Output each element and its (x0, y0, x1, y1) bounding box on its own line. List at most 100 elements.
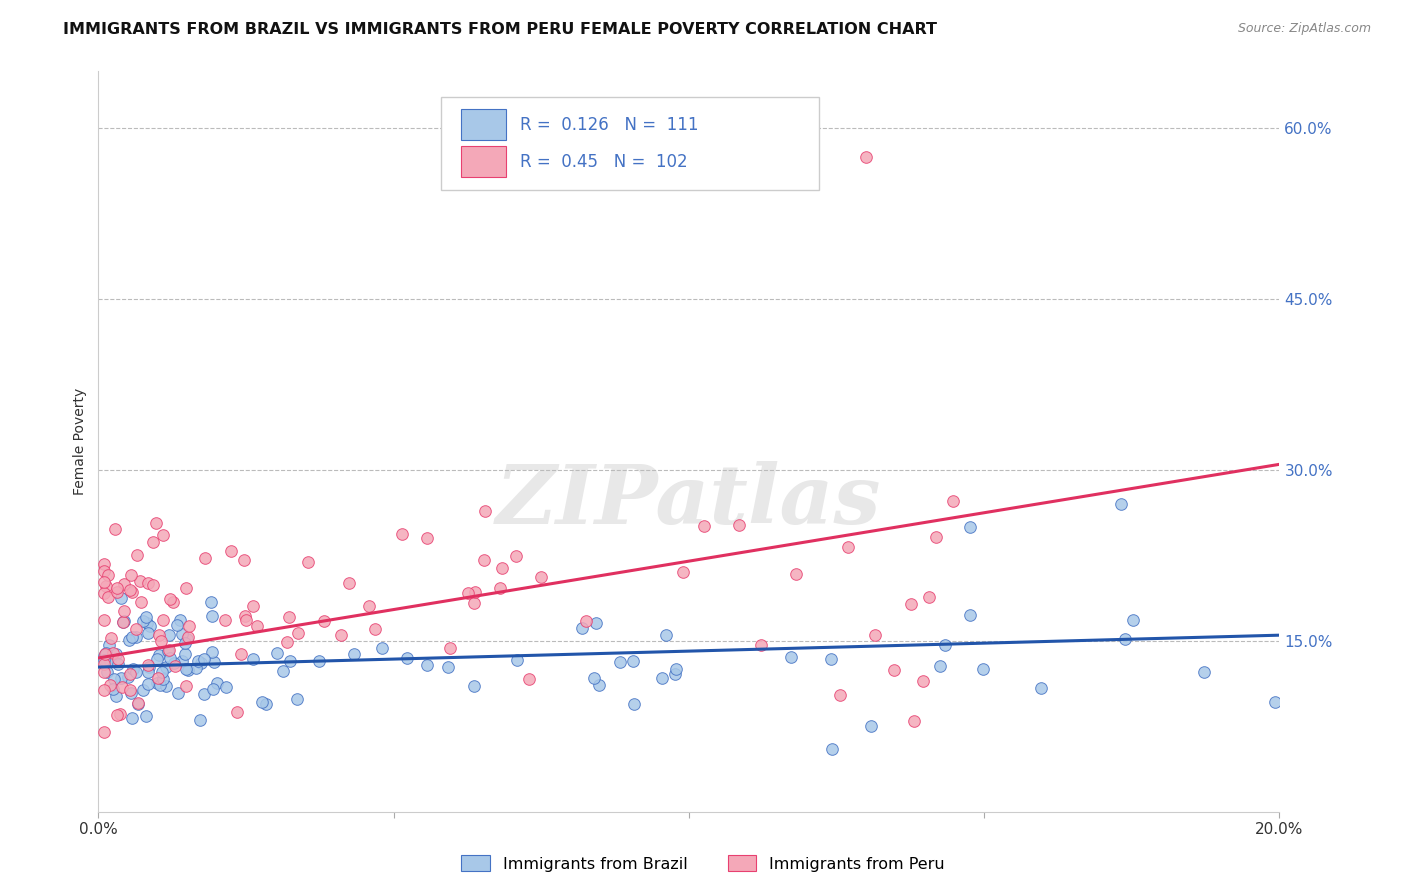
Point (343, 648, 366, 662)
Point (174, 647, 197, 661)
Point (959, 607, 981, 622)
Text: ZIPatlas: ZIPatlas (496, 461, 882, 541)
Point (103, 672, 125, 686)
Point (152, 613, 174, 627)
Point (285, 692, 308, 706)
Point (278, 654, 301, 668)
Point (651, 671, 673, 685)
Point (121, 711, 143, 725)
Point (141, 578, 163, 592)
Point (1029, 681, 1052, 696)
Point (107, 651, 129, 665)
Point (934, 638, 956, 652)
Point (162, 595, 184, 609)
Point (176, 664, 198, 678)
Point (609, 655, 631, 669)
Point (664, 666, 686, 681)
Point (98, 654, 121, 668)
Point (205, 676, 228, 690)
Point (136, 677, 159, 691)
Point (110, 591, 132, 606)
Point (202, 656, 225, 670)
Point (105, 708, 128, 723)
Point (575, 614, 598, 628)
Point (121, 630, 143, 644)
Point (585, 615, 607, 630)
Point (855, 150, 877, 164)
Point (96, 655, 118, 669)
Point (582, 671, 605, 685)
Point (129, 595, 152, 609)
Point (188, 713, 211, 727)
Point (93, 574, 115, 589)
Point (93, 647, 115, 661)
Point (138, 618, 160, 632)
Point (416, 531, 439, 545)
Point (312, 614, 335, 628)
Point (132, 614, 155, 628)
Point (903, 714, 925, 728)
Point (242, 652, 264, 666)
Point (474, 504, 496, 518)
Point (169, 613, 191, 627)
Point (229, 647, 252, 661)
Point (942, 493, 965, 508)
Point (120, 683, 142, 698)
Point (226, 705, 249, 719)
Point (177, 619, 200, 633)
Point (172, 627, 194, 641)
Point (107, 657, 129, 672)
Point (416, 658, 439, 673)
Point (112, 614, 135, 628)
Point (135, 709, 157, 723)
Point (395, 651, 418, 665)
Point (157, 643, 180, 657)
Point (93, 557, 115, 571)
Point (339, 575, 361, 590)
Point (863, 628, 886, 642)
Point (125, 622, 148, 636)
Point (820, 652, 842, 666)
Point (308, 654, 330, 668)
Point (112, 577, 135, 591)
Point (93, 725, 115, 739)
Point (152, 528, 174, 542)
Point (491, 561, 513, 575)
Point (883, 663, 905, 677)
Point (437, 660, 460, 674)
Point (463, 680, 485, 694)
Point (159, 592, 181, 607)
Point (517, 673, 540, 687)
Point (464, 585, 486, 599)
Point (219, 544, 242, 558)
Point (93, 564, 115, 578)
Point (1122, 613, 1144, 627)
Point (1194, 665, 1216, 680)
Point (121, 585, 143, 599)
Point (93, 613, 115, 627)
Point (127, 697, 149, 711)
Point (242, 599, 264, 613)
Point (900, 598, 922, 612)
Point (136, 657, 159, 672)
Point (155, 660, 177, 674)
Point (93, 657, 115, 672)
Legend: Immigrants from Brazil, Immigrants from Peru: Immigrants from Brazil, Immigrants from … (453, 847, 953, 880)
Point (214, 613, 236, 627)
Point (785, 566, 807, 581)
Point (97, 568, 120, 582)
Point (925, 530, 948, 544)
Point (749, 638, 772, 652)
Point (112, 615, 135, 629)
Point (159, 651, 181, 665)
Point (96, 665, 118, 680)
Point (233, 608, 256, 623)
Point (124, 630, 146, 644)
Point (176, 632, 198, 646)
Point (187, 654, 209, 668)
FancyBboxPatch shape (461, 146, 506, 178)
Point (821, 741, 844, 756)
Point (271, 664, 294, 678)
Point (530, 569, 553, 583)
Point (98, 678, 121, 692)
